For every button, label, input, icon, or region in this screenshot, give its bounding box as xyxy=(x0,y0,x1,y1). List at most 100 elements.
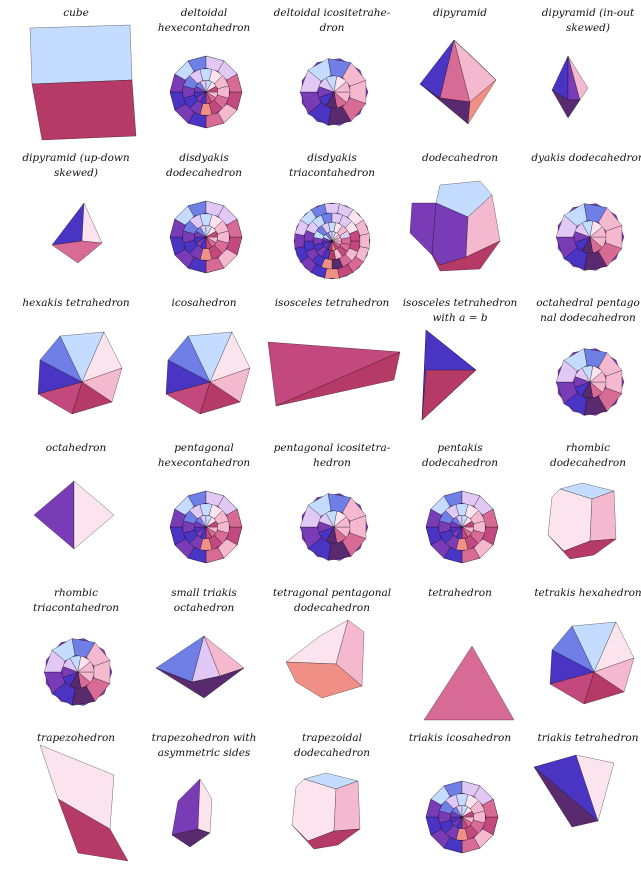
polyhedron-label: tetrakis hexahedron xyxy=(534,587,641,599)
polyhedron-label: octahedral pentago nal dodecahedron xyxy=(536,297,640,324)
polyhedron-label: rhombic dodecahedron xyxy=(550,442,626,469)
polyhedron-label: isosceles tetrahedron xyxy=(274,297,390,309)
polyhedron-cell: trapezohedron with asymmetric sides xyxy=(140,725,268,870)
polyhedron-label: deltoidal icositetrahe- dron xyxy=(273,7,391,34)
facet xyxy=(324,203,340,214)
face-edge xyxy=(421,369,477,421)
polyhedron-label: trapezohedron with asymmetric sides xyxy=(151,732,257,759)
polyhedron-label: octahedron xyxy=(45,442,107,454)
polyhedron-label: trapezoidal dodecahedron xyxy=(294,732,370,759)
polyhedron-cell: octahedron xyxy=(12,435,140,580)
facet xyxy=(349,515,367,539)
face-bottom xyxy=(291,824,361,850)
polyhedron-label: cube xyxy=(63,7,89,19)
polyhedron-label: deltoidal hexecontahedron xyxy=(157,7,251,34)
polyhedron-figure xyxy=(409,180,501,272)
polyhedron-figure xyxy=(419,39,497,125)
polyhedron-figure xyxy=(51,202,103,264)
polyhedron-cell: small triakis octahedron xyxy=(140,580,268,725)
polyhedron-cell: tetrahedron xyxy=(396,580,524,725)
polyhedron-figure xyxy=(37,331,123,415)
facet xyxy=(205,520,219,528)
polyhedron-label: rhombic triacontahedron xyxy=(32,587,120,614)
facet xyxy=(605,225,623,249)
polyhedron-figure xyxy=(169,490,243,564)
facet xyxy=(324,268,340,279)
polyhedron-cell: dipyramid (up-down skewed) xyxy=(12,145,140,290)
polyhedron-cell: octahedral pentago nal dodecahedron xyxy=(524,290,641,435)
facet xyxy=(226,218,243,238)
polyhedron-cell: icosahedron xyxy=(140,290,268,435)
polyhedron-label: hexakis tetrahedron xyxy=(22,297,130,309)
polyhedron-figure xyxy=(285,619,365,699)
face-bottom xyxy=(171,828,211,848)
facet xyxy=(77,660,96,673)
polyhedron-label: icosahedron xyxy=(171,297,237,309)
polyhedron-cell: isosceles tetrahedron with a = b xyxy=(396,290,524,435)
polyhedron-cell: rhombic dodecahedron xyxy=(524,435,641,580)
polyhedron-figure xyxy=(547,482,617,560)
polyhedron-cell: tetragonal pentagonal dodecahedron xyxy=(268,580,396,725)
face-lower xyxy=(57,798,129,862)
polyhedron-cell: trapezohedron xyxy=(12,725,140,870)
polyhedron-figure xyxy=(165,331,251,415)
polyhedron-label: triakis tetrahedron xyxy=(537,732,639,744)
face-front xyxy=(171,778,201,836)
top-face xyxy=(29,24,133,85)
facet xyxy=(482,798,499,818)
polyhedron-figure xyxy=(169,200,243,274)
polyhedron-cell: disdyakis dodecahedron xyxy=(140,145,268,290)
polyhedron-label: trapezohedron xyxy=(36,732,116,744)
facet xyxy=(605,370,623,394)
polyhedron-label: disdyakis dodecahedron xyxy=(166,152,242,179)
polyhedron-figure xyxy=(39,744,129,862)
face-left xyxy=(33,480,75,550)
polyhedron-cell: rhombic triacontahedron xyxy=(12,580,140,725)
polyhedron-figure xyxy=(293,202,371,280)
polyhedron-label: tetrahedron xyxy=(428,587,492,599)
facet xyxy=(461,810,475,818)
polyhedron-figure xyxy=(299,493,369,561)
face-right xyxy=(197,778,213,834)
polyhedron-figure xyxy=(299,58,369,126)
polyhedron-figure xyxy=(551,55,589,119)
polyhedron-cell: pentakis dodecahedron xyxy=(396,435,524,580)
facet xyxy=(359,233,370,249)
polyhedron-cell: dipyramid (in-out skewed) xyxy=(524,0,641,145)
polyhedron-figure xyxy=(425,490,499,564)
face-right xyxy=(567,55,589,101)
polyhedron-cell: deltoidal icositetrahe- dron xyxy=(268,0,396,145)
facet xyxy=(482,508,499,528)
facet xyxy=(349,80,367,104)
facet xyxy=(333,80,352,93)
polyhedron-cell: hexakis tetrahedron xyxy=(12,290,140,435)
face-bottom xyxy=(547,534,617,560)
face-bottom-right xyxy=(467,79,497,125)
face-right xyxy=(575,754,615,822)
polyhedron-cell: pentagonal hexecontahedron xyxy=(140,435,268,580)
polyhedron-cell: trapezoidal dodecahedron xyxy=(268,725,396,870)
polyhedron-figure xyxy=(33,480,115,550)
polyhedron-label: tetragonal pentagonal dodecahedron xyxy=(272,587,392,614)
facet xyxy=(461,520,475,528)
polyhedron-figure xyxy=(291,772,361,850)
polyhedron-figure xyxy=(555,203,625,271)
face-left xyxy=(409,202,437,256)
polyhedron-cell: cube xyxy=(12,0,140,145)
face-bottom xyxy=(551,89,581,119)
face-bottom xyxy=(155,667,245,699)
facet xyxy=(205,85,219,93)
polyhedron-label: dyakis dodecahedron xyxy=(531,152,641,164)
polyhedron-figure xyxy=(555,348,625,416)
polyhedron-figure xyxy=(549,621,635,705)
face-left xyxy=(51,202,85,246)
face-bottom xyxy=(51,240,103,264)
facet xyxy=(294,233,305,249)
facet xyxy=(226,73,243,93)
front-face xyxy=(31,79,137,141)
face-right xyxy=(81,202,103,244)
polyhedron-label: pentakis dodecahedron xyxy=(422,442,498,469)
polyhedron-figure xyxy=(421,329,477,421)
polyhedron-figure xyxy=(43,638,113,706)
polyhedron-label: isosceles tetrahedron with a = b xyxy=(402,297,518,324)
